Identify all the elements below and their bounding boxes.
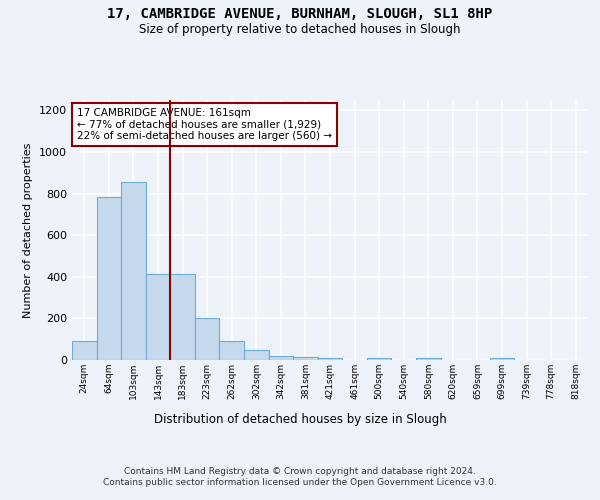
Bar [416,358,440,360]
Bar [244,350,269,360]
Bar [146,274,170,360]
Bar [72,342,97,360]
Bar [121,182,146,360]
Bar [490,358,514,360]
Bar [195,318,220,360]
Text: Distribution of detached houses by size in Slough: Distribution of detached houses by size … [154,412,446,426]
Bar [318,358,342,360]
Bar [367,358,391,360]
Bar [170,274,195,360]
Text: 17, CAMBRIDGE AVENUE, BURNHAM, SLOUGH, SL1 8HP: 17, CAMBRIDGE AVENUE, BURNHAM, SLOUGH, S… [107,8,493,22]
Text: Size of property relative to detached houses in Slough: Size of property relative to detached ho… [139,22,461,36]
Bar [269,356,293,360]
Bar [293,357,318,360]
Bar [97,196,121,360]
Bar [220,342,244,360]
Text: 17 CAMBRIDGE AVENUE: 161sqm
← 77% of detached houses are smaller (1,929)
22% of : 17 CAMBRIDGE AVENUE: 161sqm ← 77% of det… [77,108,332,141]
Y-axis label: Number of detached properties: Number of detached properties [23,142,34,318]
Text: Contains HM Land Registry data © Crown copyright and database right 2024.
Contai: Contains HM Land Registry data © Crown c… [103,468,497,487]
